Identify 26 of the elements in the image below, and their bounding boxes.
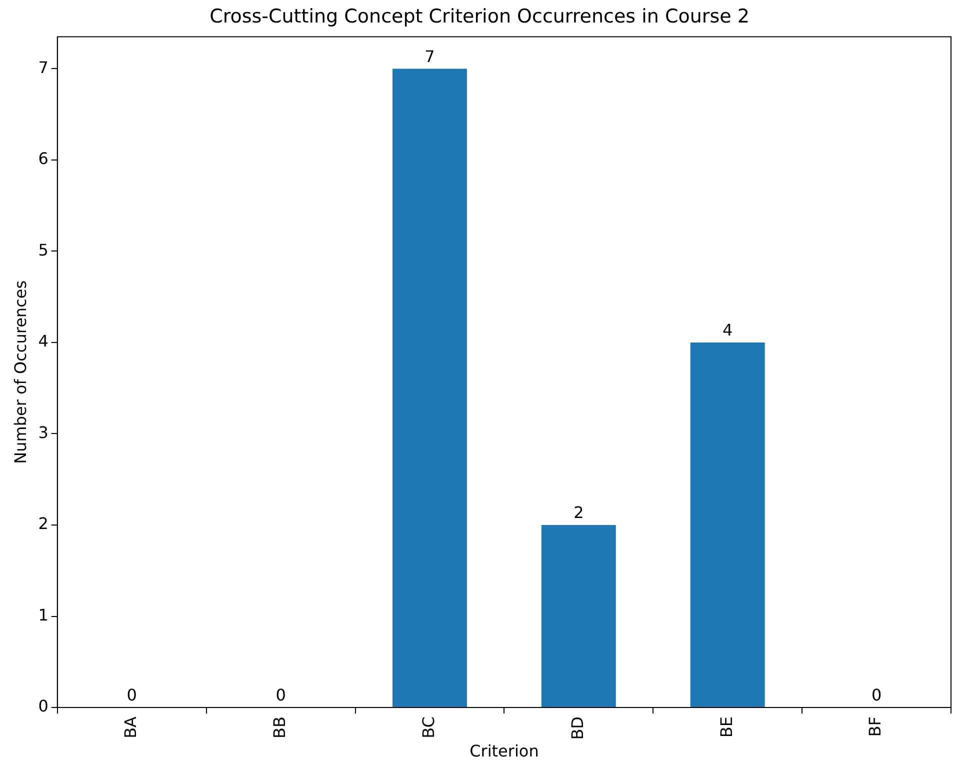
y-tick-label: 6	[38, 149, 48, 168]
x-axis-title: Criterion	[470, 742, 539, 761]
x-tick-label: BB	[270, 716, 289, 738]
y-tick-label: 5	[38, 240, 48, 260]
bar	[392, 68, 467, 708]
x-tick-label: BA	[121, 716, 140, 738]
x-tick-label: BE	[716, 716, 736, 738]
data-label: 7	[424, 46, 435, 66]
x-tick-label: BD	[568, 716, 587, 740]
chart-title: Cross-Cutting Concept Criterion Occurrences in Course 2	[210, 5, 750, 28]
data-label: 4	[722, 320, 733, 340]
data-label: 0	[276, 686, 286, 705]
y-tick-label: 1	[38, 605, 48, 624]
y-tick-label: 4	[38, 332, 48, 351]
y-tick-label: 2	[38, 514, 48, 534]
y-tick-label: 0	[38, 696, 48, 716]
x-tick-label: BF	[866, 716, 885, 737]
bar	[541, 525, 616, 708]
x-tick-label: BC	[418, 716, 438, 738]
data-label: 0	[871, 686, 882, 705]
data-label: 0	[126, 686, 137, 705]
y-axis-title: Number of Occurences	[10, 280, 30, 464]
y-tick-label: 3	[38, 422, 48, 442]
y-tick-label: 7	[38, 58, 48, 77]
data-label: 2	[574, 503, 584, 522]
bar	[690, 342, 765, 708]
